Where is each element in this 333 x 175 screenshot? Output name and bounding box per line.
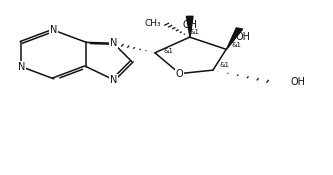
- Text: N: N: [110, 38, 117, 48]
- Text: OH: OH: [235, 32, 250, 42]
- Text: N: N: [110, 75, 117, 85]
- Text: &1: &1: [190, 29, 200, 35]
- Polygon shape: [186, 16, 193, 37]
- Text: O: O: [176, 69, 183, 79]
- Text: &1: &1: [231, 42, 241, 48]
- Text: OH: OH: [182, 20, 197, 30]
- Text: N: N: [50, 25, 57, 35]
- Text: N: N: [18, 62, 25, 72]
- Text: CH₃: CH₃: [145, 19, 162, 28]
- Text: OH: OH: [291, 77, 306, 87]
- Polygon shape: [226, 28, 243, 49]
- Text: &1: &1: [163, 48, 173, 54]
- Text: &1: &1: [219, 62, 229, 68]
